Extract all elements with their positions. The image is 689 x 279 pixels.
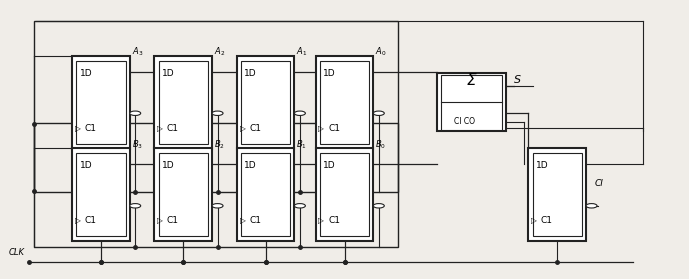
Text: 1D: 1D	[245, 161, 257, 170]
Text: $A_1$: $A_1$	[296, 45, 308, 58]
Bar	[158, 61, 208, 144]
Circle shape	[294, 111, 305, 116]
Text: ▷: ▷	[75, 217, 81, 225]
Bar	[34, 123, 398, 247]
Bar	[76, 153, 125, 236]
Bar	[154, 148, 212, 241]
Text: 1D: 1D	[80, 69, 92, 78]
Text: S: S	[514, 75, 521, 85]
Text: C1: C1	[85, 217, 96, 225]
Text: CI CO: CI CO	[454, 117, 475, 126]
Bar	[237, 148, 294, 241]
Bar	[72, 148, 130, 241]
Text: 1D: 1D	[162, 69, 174, 78]
Bar	[241, 153, 290, 236]
Circle shape	[212, 204, 223, 208]
Text: ▷: ▷	[318, 124, 325, 133]
Text: 1D: 1D	[536, 161, 548, 170]
Text: Σ: Σ	[466, 73, 476, 88]
Text: C1: C1	[249, 124, 261, 133]
Text: CI: CI	[595, 179, 603, 188]
Text: C1: C1	[328, 217, 340, 225]
Bar	[34, 21, 398, 192]
Text: $A_0$: $A_0$	[376, 45, 387, 58]
Text: C1: C1	[167, 124, 178, 133]
Circle shape	[294, 204, 305, 208]
Text: $B_0$: $B_0$	[376, 138, 387, 151]
Text: $B_3$: $B_3$	[132, 138, 143, 151]
Text: ▷: ▷	[157, 217, 163, 225]
Circle shape	[130, 111, 141, 116]
Circle shape	[130, 204, 141, 208]
Circle shape	[373, 111, 384, 116]
Bar	[316, 56, 373, 149]
Text: 1D: 1D	[323, 69, 336, 78]
Text: C1: C1	[85, 124, 96, 133]
Text: 1D: 1D	[245, 69, 257, 78]
Text: ▷: ▷	[157, 124, 163, 133]
Text: $B_1$: $B_1$	[296, 138, 307, 151]
Bar	[320, 153, 369, 236]
Text: ▷: ▷	[318, 217, 325, 225]
Circle shape	[586, 204, 597, 208]
Bar	[528, 148, 586, 241]
Text: C1: C1	[167, 217, 178, 225]
Bar	[441, 74, 502, 130]
Text: 1D: 1D	[80, 161, 92, 170]
Circle shape	[373, 204, 384, 208]
Bar	[158, 153, 208, 236]
Text: C1: C1	[249, 217, 261, 225]
Text: $A_2$: $A_2$	[214, 45, 225, 58]
Text: C1: C1	[541, 217, 553, 225]
Text: ▷: ▷	[240, 124, 245, 133]
Bar	[241, 61, 290, 144]
Bar	[320, 61, 369, 144]
Text: C1: C1	[328, 124, 340, 133]
Text: CLK: CLK	[8, 248, 24, 257]
Bar	[72, 56, 130, 149]
Bar	[76, 61, 125, 144]
Text: 1D: 1D	[323, 161, 336, 170]
Text: 1D: 1D	[162, 161, 174, 170]
Text: ▷: ▷	[75, 124, 81, 133]
Bar	[533, 153, 582, 236]
Text: $B_2$: $B_2$	[214, 138, 225, 151]
Text: ▷: ▷	[531, 217, 537, 225]
Circle shape	[212, 111, 223, 116]
Bar	[437, 73, 506, 131]
Bar	[237, 56, 294, 149]
Text: ▷: ▷	[240, 217, 245, 225]
Bar	[154, 56, 212, 149]
Text: $A_3$: $A_3$	[132, 45, 143, 58]
Bar	[316, 148, 373, 241]
